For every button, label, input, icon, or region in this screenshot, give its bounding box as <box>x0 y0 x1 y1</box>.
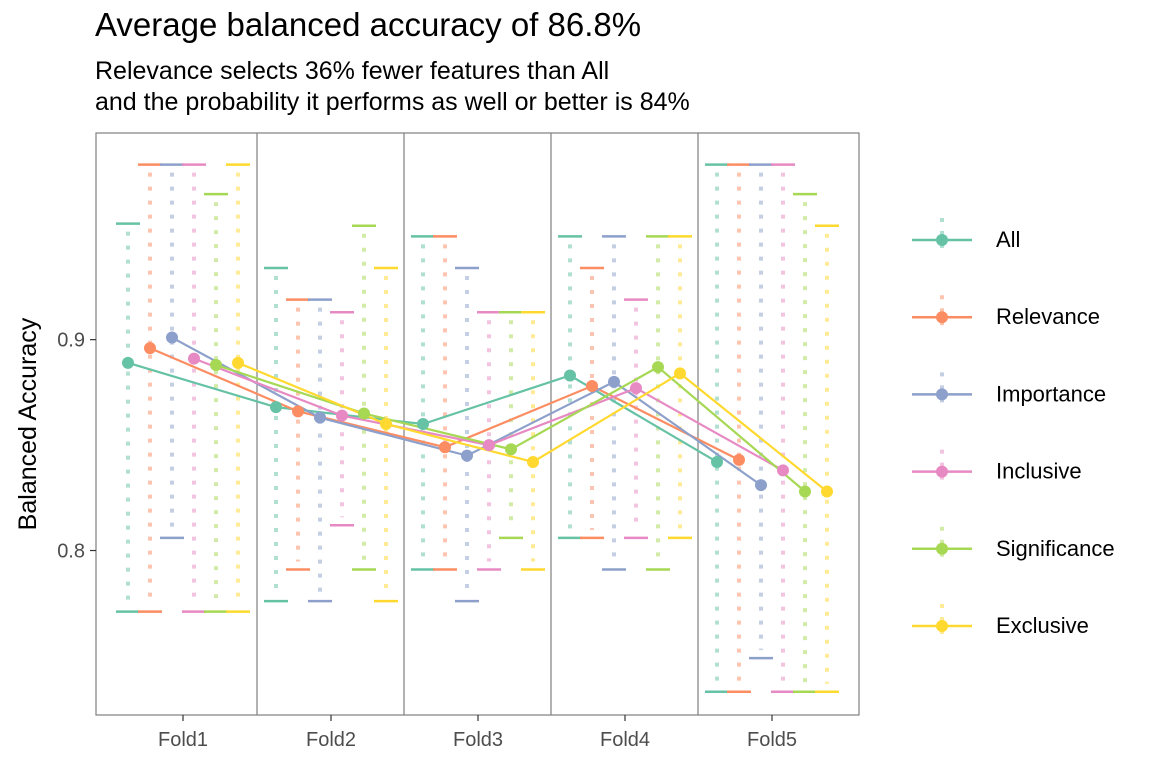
point-significance <box>358 407 370 420</box>
point-importance <box>755 479 767 492</box>
point-importance <box>166 331 178 344</box>
point-exclusive <box>527 455 539 468</box>
legend-item-inclusive: Inclusive <box>912 449 1082 488</box>
legend-point-key <box>936 388 948 401</box>
point-relevance <box>586 380 598 393</box>
mean-points <box>122 331 833 498</box>
range-lines <box>116 163 839 694</box>
x-tick-label: Fold2 <box>306 729 356 751</box>
point-inclusive <box>777 464 789 477</box>
x-tick-label: Fold4 <box>600 729 650 751</box>
legend-point-key <box>936 465 948 478</box>
point-inclusive <box>630 382 642 395</box>
axes: 0.8 0.9 Fold1 Fold2 Fold3 Fold4 Fold5 Balanced … <box>14 317 797 751</box>
x-tick-label: Fold1 <box>158 729 208 751</box>
y-tick-label: 0.9 <box>57 330 85 352</box>
point-exclusive <box>674 367 686 380</box>
point-importance <box>608 375 620 388</box>
point-inclusive <box>188 352 200 365</box>
legend-label: Importance <box>996 381 1106 406</box>
y-tick-label: 0.8 <box>57 541 85 563</box>
y-axis-label: Balanced Accuracy <box>14 317 42 530</box>
legend-item-importance: Importance <box>912 372 1106 411</box>
point-relevance <box>733 453 745 466</box>
subtitle-line-2: and the probability it performs as well … <box>95 88 690 116</box>
x-tick-label: Fold5 <box>747 729 797 751</box>
point-all <box>270 401 282 414</box>
legend-item-all: All <box>912 218 1020 256</box>
chart-subtitle: Relevance selects 36% fewer features tha… <box>95 56 690 118</box>
point-relevance <box>292 405 304 418</box>
chart-title: Average balanced accuracy of 86.8% <box>95 6 642 43</box>
point-all <box>564 369 576 382</box>
legend-point-key <box>936 620 948 632</box>
point-exclusive <box>232 356 244 369</box>
point-exclusive <box>821 485 833 498</box>
legend-label: Inclusive <box>996 459 1082 484</box>
legend-label: All <box>996 227 1020 252</box>
legend-label: Significance <box>996 536 1115 561</box>
point-all <box>122 356 134 369</box>
series-line-inclusive <box>193 357 784 472</box>
x-tick-label: Fold3 <box>453 729 503 751</box>
subtitle-line-1: Relevance selects 36% fewer features tha… <box>95 57 610 85</box>
legend-item-relevance: Relevance <box>912 295 1100 334</box>
legend-item-significance: Significance <box>912 526 1115 565</box>
point-all <box>711 455 723 468</box>
point-significance <box>652 361 664 374</box>
point-significance <box>505 443 517 456</box>
series-line-importance <box>171 336 762 487</box>
point-significance <box>210 358 222 371</box>
legend: All Relevance Importance Inclusive Significa… <box>912 218 1115 642</box>
legend-point-key <box>936 542 948 555</box>
legend-label: Exclusive <box>996 613 1089 638</box>
point-inclusive <box>483 439 495 452</box>
point-exclusive <box>380 418 392 430</box>
point-all <box>417 418 429 430</box>
legend-point-key <box>936 311 948 324</box>
point-importance <box>314 411 326 424</box>
point-importance <box>461 449 473 462</box>
point-relevance <box>439 441 451 454</box>
legend-item-exclusive: Exclusive <box>912 604 1089 642</box>
point-relevance <box>144 342 156 355</box>
point-inclusive <box>336 409 348 422</box>
legend-point-key <box>936 234 948 246</box>
legend-label: Relevance <box>996 304 1100 329</box>
point-significance <box>799 485 811 498</box>
